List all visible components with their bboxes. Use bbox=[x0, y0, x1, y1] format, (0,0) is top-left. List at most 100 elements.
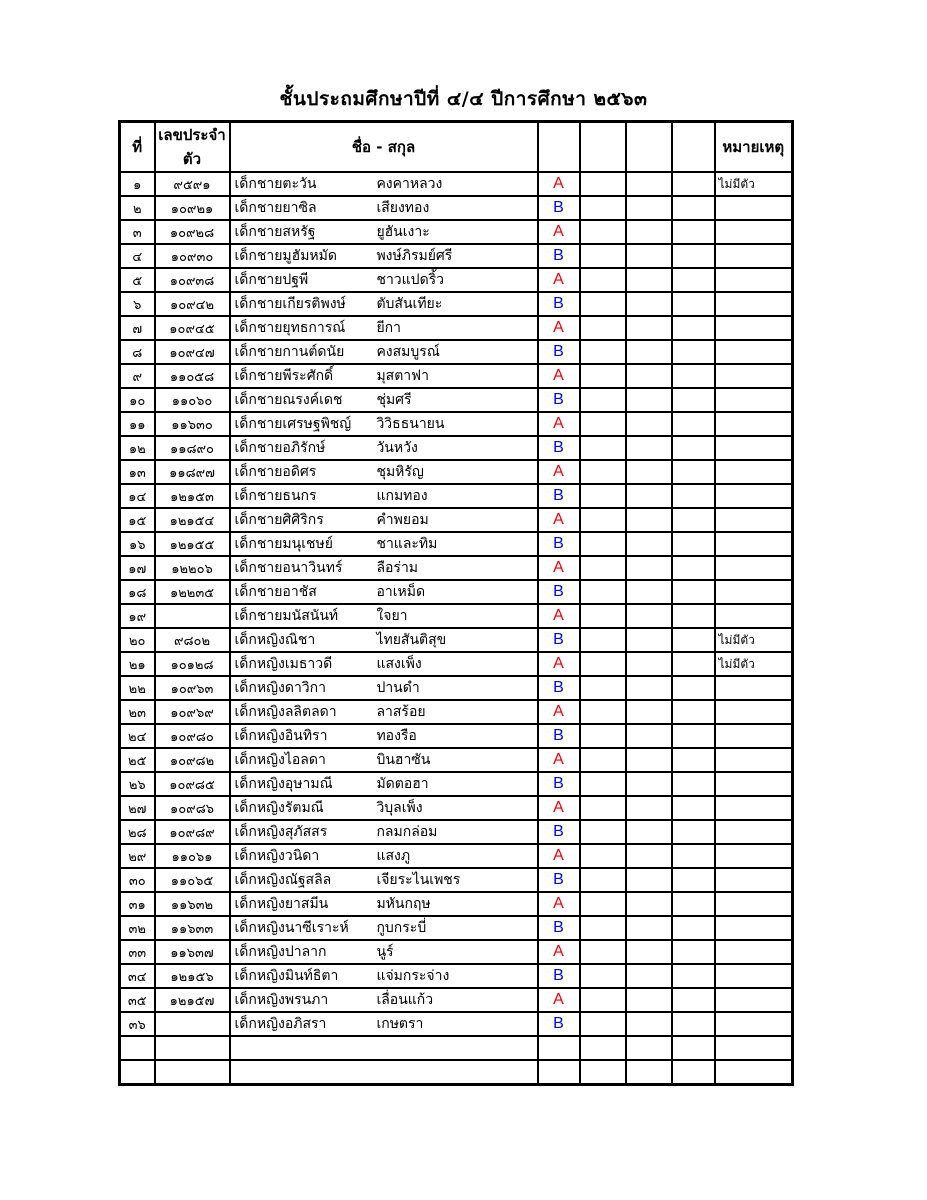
group-letter-cell: A bbox=[536, 315, 581, 341]
remark-cell bbox=[713, 867, 794, 893]
student-id-cell: ๑๑๘๙๗ bbox=[153, 459, 231, 485]
remark-cell bbox=[713, 747, 794, 773]
student-id-cell: ๙๕๙๑ bbox=[153, 171, 231, 197]
first-name: เด็กชายเศรษฐพิชญ์ bbox=[234, 416, 352, 432]
group-letter-cell: B bbox=[536, 291, 581, 317]
table-row: ๓๓ ๑๑๖๓๗ เด็กหญิงปาลาก นูร์ A bbox=[118, 939, 794, 965]
blank-cell-2 bbox=[624, 867, 673, 893]
table-row: ๑๔ ๑๒๑๕๓ เด็กชายธนกร แกมทอง B bbox=[118, 483, 794, 509]
name-wrap: เด็กชายพีระศักดิ์ มุสตาฟา bbox=[231, 365, 537, 387]
name-cell: เด็กชายอาชัส อาเหม็ด bbox=[228, 579, 539, 605]
row-number-cell bbox=[118, 1059, 156, 1085]
remark-cell bbox=[713, 891, 794, 917]
surname: กลมกล่อม bbox=[376, 824, 438, 840]
name-wrap: เด็กชายปฐพี ชาวแปดริ้ว bbox=[231, 269, 537, 291]
header-blank-3 bbox=[624, 120, 673, 173]
blank-cell-3 bbox=[670, 1011, 716, 1037]
student-id-cell: ๑๒๑๕๖ bbox=[153, 963, 231, 989]
table-row: ๓๔ ๑๒๑๕๖ เด็กหญิงมินท์ธิตา แจ่มกระจ่าง B bbox=[118, 963, 794, 989]
student-id-cell: ๑๒๒๐๖ bbox=[153, 555, 231, 581]
blank-cell-1 bbox=[578, 771, 627, 797]
surname: อาเหม็ด bbox=[376, 584, 426, 600]
student-id-cell: ๑๑๖๓๐ bbox=[153, 411, 231, 437]
name-cell: เด็กชายเศรษฐพิชญ์ วิวิธธนายน bbox=[228, 411, 539, 437]
name-wrap: เด็กหญิงมินท์ธิตา แจ่มกระจ่าง bbox=[231, 965, 537, 987]
blank-cell-3 bbox=[670, 1035, 716, 1061]
blank-cell-1 bbox=[578, 867, 627, 893]
group-letter-cell: A bbox=[536, 219, 581, 245]
blank-cell-3 bbox=[670, 291, 716, 317]
table-row: ๓๖ เด็กหญิงอภิสรา เกษตรา B bbox=[118, 1011, 794, 1037]
first-name: เด็กชายมนัสนันท์ bbox=[234, 608, 339, 624]
student-id-cell: ๑๐๑๒๘ bbox=[153, 651, 231, 677]
student-id-cell bbox=[153, 603, 231, 629]
row-number-cell: ๒๓ bbox=[118, 699, 156, 725]
blank-cell-3 bbox=[670, 987, 716, 1013]
first-name: เด็กชายอาชัส bbox=[234, 584, 317, 600]
surname: คงสมบูรณ์ bbox=[376, 344, 440, 360]
blank-cell-1 bbox=[578, 363, 627, 389]
surname: ยีกา bbox=[376, 320, 401, 336]
row-number-cell: ๓๓ bbox=[118, 939, 156, 965]
remark-text: ไม่มีตัว bbox=[718, 656, 755, 671]
name-wrap: เด็กชายยาซิล เสียงทอง bbox=[231, 197, 537, 219]
name-cell: เด็กชายมนุเชษย์ ชาและทิม bbox=[228, 531, 539, 557]
blank-cell-3 bbox=[670, 795, 716, 821]
blank-cell-3 bbox=[670, 603, 716, 629]
name-wrap: เด็กหญิงดาวิกา ปานดำ bbox=[231, 677, 537, 699]
blank-cell-2 bbox=[624, 843, 673, 869]
name-wrap: เด็กหญิงอุษามณี มัดตอฮา bbox=[231, 773, 537, 795]
table-row: ๒๓ ๑๐๙๖๙ เด็กหญิงลลิตลดา ลาสร้อย A bbox=[118, 699, 794, 725]
header-blank-4 bbox=[670, 120, 716, 173]
first-name: เด็กหญิงรัตมณี bbox=[234, 800, 324, 816]
blank-cell-1 bbox=[578, 699, 627, 725]
blank-cell-3 bbox=[670, 867, 716, 893]
name-wrap: เด็กชายอาชัส อาเหม็ด bbox=[231, 581, 537, 603]
first-name: เด็กหญิงดาวิกา bbox=[234, 680, 327, 696]
remark-cell bbox=[713, 411, 794, 437]
name-wrap: เด็กหญิงอภิสรา เกษตรา bbox=[231, 1013, 537, 1035]
blank-cell-3 bbox=[670, 483, 716, 509]
student-id-cell: ๑๑๖๓๒ bbox=[153, 891, 231, 917]
remark-cell bbox=[713, 723, 794, 749]
blank-cell-3 bbox=[670, 699, 716, 725]
table-row: ๓๐ ๑๑๐๖๕ เด็กหญิงณัฐสลิล เจียระไนเพชร B bbox=[118, 867, 794, 893]
table-row: ๑๑ ๑๑๖๓๐ เด็กชายเศรษฐพิชญ์ วิวิธธนายน A bbox=[118, 411, 794, 437]
blank-cell-3 bbox=[670, 267, 716, 293]
name-cell: เด็กหญิงนาซีเราะห์ กูบกระบี่ bbox=[228, 915, 539, 941]
row-number-cell: ๒๒ bbox=[118, 675, 156, 701]
row-number-cell: ๒๗ bbox=[118, 795, 156, 821]
blank-cell-3 bbox=[670, 411, 716, 437]
table-row: ๒๖ ๑๐๙๘๕ เด็กหญิงอุษามณี มัดตอฮา B bbox=[118, 771, 794, 797]
name-wrap: เด็กชายยุทธการณ์ ยีกา bbox=[231, 317, 537, 339]
name-cell: เด็กชายเกียรติพงษ์ ตับสันเทียะ bbox=[228, 291, 539, 317]
surname: ใจยา bbox=[376, 608, 408, 624]
table-row: ๓๑๐๙๒๘ เด็กชายสหรัฐ ยูฮันเงาะ A bbox=[118, 219, 794, 245]
header-number: ที่ bbox=[118, 120, 156, 173]
blank-cell-2 bbox=[624, 483, 673, 509]
empty-table-row bbox=[118, 1035, 794, 1061]
remark-cell bbox=[713, 555, 794, 581]
blank-cell-3 bbox=[670, 363, 716, 389]
name-cell: เด็กชายยาซิล เสียงทอง bbox=[228, 195, 539, 221]
remark-cell bbox=[713, 771, 794, 797]
name-wrap: เด็กชายศิศิริกร คำพยอม bbox=[231, 509, 537, 531]
blank-cell-3 bbox=[670, 963, 716, 989]
table-row: ๖๑๐๙๔๒ เด็กชายเกียรติพงษ์ ตับสันเทียะ B bbox=[118, 291, 794, 317]
group-letter-cell: B bbox=[536, 675, 581, 701]
group-letter-cell: B bbox=[536, 483, 581, 509]
table-row: ๑๙๕๙๑ เด็กชายตะวัน คงคาหลวง A ไม่มีตัว bbox=[118, 171, 794, 197]
surname: ทองรือ bbox=[376, 728, 417, 744]
first-name: เด็กชายอดิศร bbox=[234, 464, 317, 480]
blank-cell-2 bbox=[624, 411, 673, 437]
name-cell: เด็กชายอนาวินทร์ ลือร่าม bbox=[228, 555, 539, 581]
remark-cell bbox=[713, 387, 794, 413]
student-id-cell: ๑๐๙๘๖ bbox=[153, 795, 231, 821]
group-letter-cell: A bbox=[536, 603, 581, 629]
blank-cell-2 bbox=[624, 267, 673, 293]
table-header-row: ที่ เลขประจำตัว ชื่อ - สกุล หมายเหตุ bbox=[118, 120, 794, 173]
student-roster-table: ที่ เลขประจำตัว ชื่อ - สกุล หมายเหตุ ๑๙๕… bbox=[118, 120, 794, 1086]
blank-cell-1 bbox=[578, 963, 627, 989]
name-cell: เด็กหญิงอินทิรา ทองรือ bbox=[228, 723, 539, 749]
remark-cell bbox=[713, 699, 794, 725]
